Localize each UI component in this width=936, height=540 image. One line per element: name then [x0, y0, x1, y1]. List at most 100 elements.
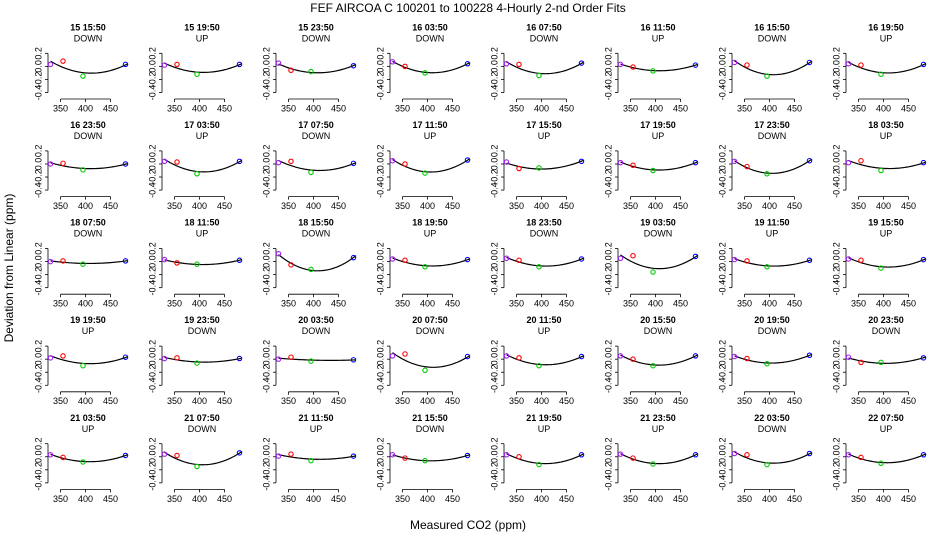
data-point [503, 353, 510, 359]
data-point [422, 70, 428, 76]
panel-subtitle: UP [766, 229, 779, 239]
y-tick-label: 0.2 [147, 437, 157, 450]
panel-subtitle: DOWN [758, 424, 787, 434]
y-tick-label: 0.0 [147, 255, 157, 268]
x-tick-label: 400 [534, 201, 549, 211]
data-point [516, 355, 522, 361]
panel-subtitle: UP [652, 131, 665, 141]
y-tick-label: -0.2 [33, 72, 43, 88]
y-tick-label: 0.2 [489, 47, 499, 60]
data-point [194, 261, 200, 267]
y-tick-label: 0.0 [147, 60, 157, 73]
data-point [617, 61, 624, 68]
panel-subtitle: DOWN [416, 33, 445, 43]
y-tick-label: -0.2 [33, 169, 43, 185]
x-tick-label: 350 [395, 103, 410, 113]
data-point [288, 67, 294, 74]
panel-title: 18 11:50 [184, 218, 219, 228]
data-point [692, 159, 699, 166]
panel-title: 16 15:50 [754, 22, 790, 32]
y-tick-label: -0.2 [489, 462, 499, 478]
y-tick-label: -0.2 [147, 364, 157, 380]
fit-curve [392, 158, 471, 173]
y-tick-label: 0.0 [603, 451, 613, 464]
x-tick-label: 350 [509, 396, 524, 406]
panel-subtitle: DOWN [74, 33, 103, 43]
data-point [617, 255, 624, 262]
x-tick-label: 450 [103, 103, 118, 113]
x-tick-label: 450 [445, 299, 460, 309]
data-point [275, 250, 282, 257]
data-point [174, 159, 180, 165]
x-tick-label: 400 [78, 103, 93, 113]
y-tick-label: 0.0 [603, 60, 613, 73]
panel-subtitle: UP [196, 229, 209, 239]
fit-curve [848, 160, 927, 170]
y-tick-label: -0.4 [831, 182, 841, 198]
y-tick-label: 0.2 [147, 47, 157, 60]
panel-subtitle: DOWN [758, 33, 787, 43]
x-tick-label: 450 [787, 396, 802, 406]
panel-subtitle: DOWN [416, 424, 445, 434]
y-tick-label: 0.2 [831, 47, 841, 60]
x-tick-label: 350 [53, 201, 68, 211]
panel-title: 18 19:50 [412, 218, 448, 228]
data-point [650, 167, 656, 174]
data-point [236, 257, 243, 264]
y-tick-label: 0.2 [489, 437, 499, 450]
data-point [402, 161, 408, 167]
data-point [194, 71, 200, 77]
x-tick-label: 350 [737, 299, 752, 309]
data-point [350, 357, 357, 363]
y-tick-label: -0.2 [261, 462, 271, 478]
x-tick-label: 350 [53, 299, 68, 309]
data-point [122, 61, 129, 68]
data-point [692, 62, 699, 68]
y-tick-label: -0.4 [831, 475, 841, 491]
data-point [650, 461, 656, 467]
x-tick-label: 450 [331, 494, 346, 504]
y-tick-label: 0.0 [831, 60, 841, 73]
y-tick-label: 0.0 [147, 158, 157, 171]
y-tick-label: 0.0 [147, 451, 157, 464]
x-tick-label: 450 [217, 103, 232, 113]
y-tick-label: 0.2 [261, 340, 271, 353]
panel-title: 19 03:50 [640, 218, 676, 228]
data-point [161, 451, 168, 457]
fit-curve [278, 254, 357, 272]
x-tick-label: 450 [901, 396, 916, 406]
y-tick-label: -0.4 [603, 182, 613, 198]
data-point [122, 161, 129, 167]
y-tick-label: 0.2 [603, 47, 613, 60]
y-tick-label: -0.2 [831, 72, 841, 88]
fit-curve [734, 60, 813, 76]
y-tick-label: -0.4 [489, 475, 499, 491]
panel-subtitle: DOWN [872, 326, 901, 336]
panel-subtitle: UP [424, 229, 437, 239]
x-tick-label: 350 [281, 494, 296, 504]
data-point [516, 257, 522, 264]
x-axis-label: Measured CO2 (ppm) [410, 518, 526, 532]
x-tick-label: 450 [445, 103, 460, 113]
x-tick-label: 400 [648, 299, 663, 309]
data-point [578, 353, 585, 360]
y-tick-label: -0.4 [261, 378, 271, 394]
data-point [47, 355, 54, 361]
y-tick-label: -0.2 [147, 267, 157, 283]
y-tick-label: -0.4 [603, 378, 613, 394]
x-tick-label: 400 [306, 201, 321, 211]
fit-curve [50, 260, 129, 265]
y-tick-label: -0.4 [717, 280, 727, 296]
y-tick-label: 0.2 [375, 145, 385, 158]
panel-subtitle: UP [424, 131, 437, 141]
data-point [845, 354, 852, 360]
data-point [122, 354, 129, 360]
data-point [578, 158, 585, 165]
x-tick-label: 450 [901, 201, 916, 211]
data-point [422, 170, 428, 176]
y-tick-label: 0.2 [717, 437, 727, 450]
y-tick-label: 0.0 [717, 255, 727, 268]
